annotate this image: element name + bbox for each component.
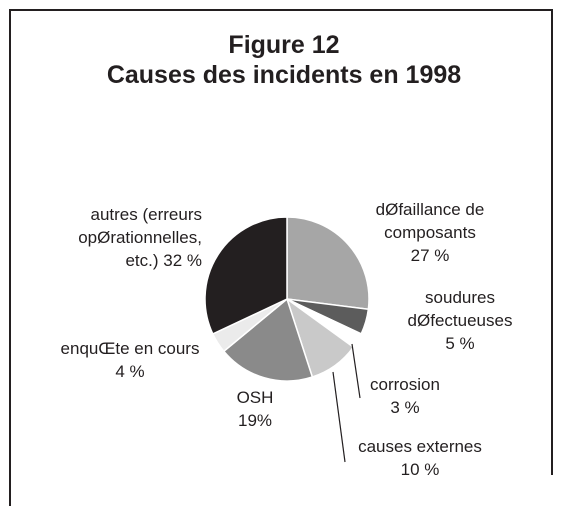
slice-label: OSH 19%: [215, 386, 295, 432]
category-label: causes externes: [358, 437, 482, 456]
pie-slice: [222, 297, 314, 382]
chart-title: Figure 12: [228, 31, 339, 59]
leader-line: [332, 371, 346, 463]
category-label: autres (erreurs opØrationnelles, etc.): [78, 205, 202, 270]
category-label: OSH: [236, 388, 274, 407]
slice-label: enquŒte en cours 4 %: [40, 337, 220, 383]
slice-label: corrosion 3 %: [355, 373, 455, 419]
value-label: 3 %: [390, 398, 420, 417]
category-label: enquŒte en cours: [60, 339, 200, 358]
chart-subtitle: Causes des incidents en 1998: [107, 61, 461, 89]
slice-label: causes externes 10 %: [345, 435, 495, 481]
frame: [9, 9, 553, 506]
pie: [204, 216, 370, 382]
pie-slice: [286, 216, 370, 311]
value-label: 4 %: [115, 362, 145, 381]
value-label: 32 %: [163, 251, 202, 270]
slice-label: dØfaillance de composants 27 %: [355, 198, 505, 267]
leader-line: [351, 343, 361, 399]
value-label: 5 %: [445, 334, 475, 353]
category-label: soudures dØfectueuses: [407, 288, 513, 330]
value-label: 10 %: [400, 460, 440, 479]
value-label: 19%: [237, 411, 273, 430]
category-label: corrosion: [370, 375, 440, 394]
pie-slice: [204, 216, 288, 335]
slice-label: autres (erreurs opØrationnelles, etc.) 3…: [62, 203, 202, 272]
category-label: dØfaillance de composants: [375, 200, 485, 242]
slice-label: soudures dØfectueuses 5 %: [400, 286, 520, 355]
value-label: 27 %: [410, 246, 450, 265]
